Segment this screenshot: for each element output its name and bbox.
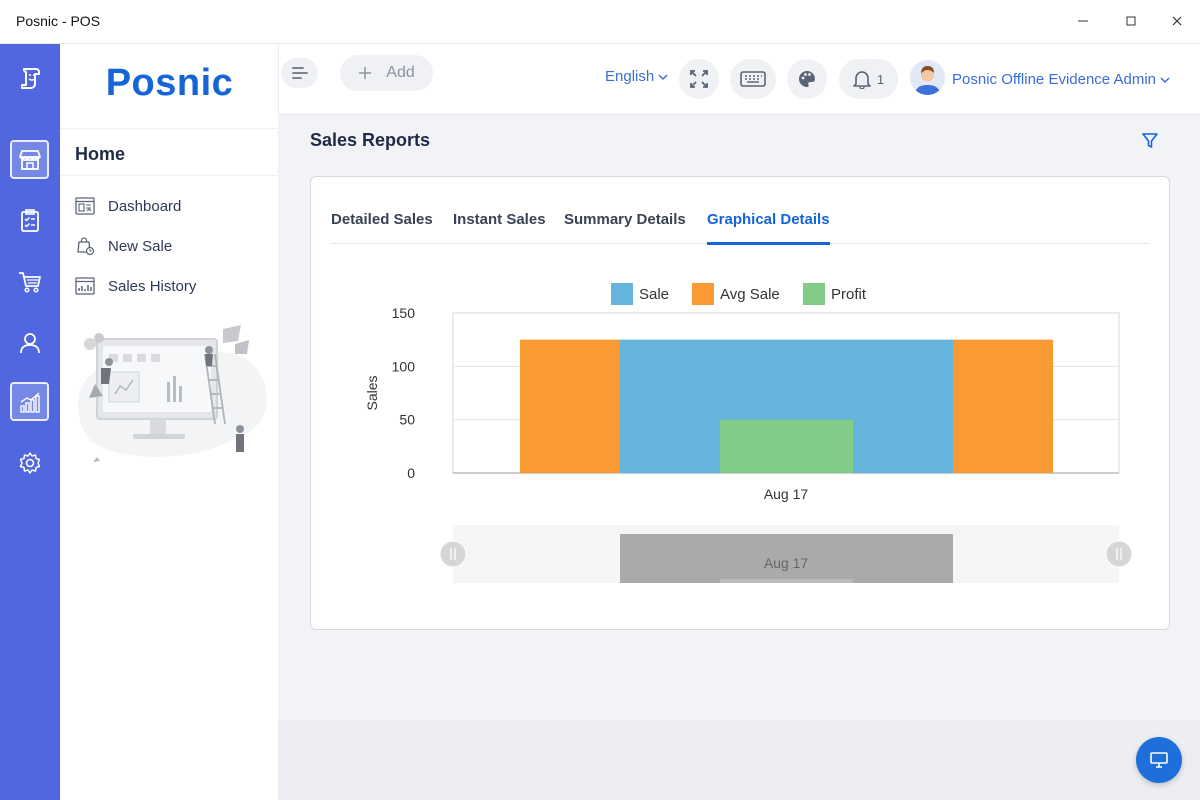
dashboard-icon: [75, 196, 95, 216]
sidebar-item-label: Dashboard: [108, 197, 182, 215]
rail-settings[interactable]: [10, 443, 49, 482]
dashboard-illustration: [78, 325, 267, 462]
add-button[interactable]: Add: [340, 55, 433, 91]
range-slider-window: [620, 534, 953, 583]
sidebar-item-label: New Sale: [108, 237, 173, 255]
fullscreen-button[interactable]: [679, 59, 719, 99]
menu-lines-icon: [291, 67, 308, 79]
sidebar-item-label: Sales History: [108, 277, 197, 295]
icon-rail: [0, 44, 60, 800]
user-avatar-icon: [910, 60, 945, 95]
range-slider-handle[interactable]: [1105, 540, 1133, 568]
monitor-icon: [1150, 752, 1168, 768]
sidebar-item-sales-history[interactable]: Sales History: [75, 274, 196, 298]
avatar[interactable]: [910, 60, 945, 95]
minimize-icon: [1078, 20, 1088, 22]
footer-area: [279, 720, 1200, 800]
bar-profit: [720, 419, 853, 473]
notification-count: 1: [876, 71, 885, 87]
menu-toggle-button[interactable]: [281, 58, 318, 88]
notifications-button[interactable]: 1: [839, 59, 898, 99]
rail-cart[interactable]: [10, 262, 49, 301]
sales-history-icon: [75, 276, 95, 296]
legend-label: Avg Sale: [720, 286, 780, 303]
brand-logo[interactable]: Posnic: [105, 62, 234, 104]
chevron-down-icon: [658, 74, 668, 81]
legend-swatch: [611, 283, 633, 305]
tab-instant-sales[interactable]: Instant Sales: [453, 211, 546, 228]
rail-reports[interactable]: [10, 382, 49, 421]
new-sale-icon: [75, 236, 95, 256]
fullscreen-icon: [690, 70, 708, 88]
range-slider-handle[interactable]: [439, 540, 467, 568]
language-label: English: [605, 68, 655, 85]
rail-clipboard[interactable]: [10, 201, 49, 240]
bell-icon: [853, 71, 871, 89]
close-icon: [1172, 16, 1182, 26]
palette-icon: [799, 71, 816, 87]
clipboard-icon: [20, 208, 39, 232]
maximize-icon: [1126, 16, 1136, 26]
sidebar-item-new-sale[interactable]: New Sale: [75, 234, 172, 258]
top-header: Add English 1 Posnic Offline Evidence Ad…: [279, 44, 1200, 115]
maximize-button[interactable]: [1116, 8, 1146, 36]
y-axis-label: Sales: [364, 375, 380, 410]
legend-label: Profit: [831, 286, 867, 303]
theme-button[interactable]: [787, 59, 827, 99]
close-button[interactable]: [1162, 8, 1192, 36]
minimize-button[interactable]: [1068, 8, 1098, 36]
rail-user[interactable]: [10, 323, 49, 362]
user-menu[interactable]: Posnic Offline Evidence Admin: [952, 71, 1170, 88]
tab-detailed-sales[interactable]: Detailed Sales: [331, 211, 433, 228]
section-title: Home: [75, 144, 126, 164]
sales-chart: 0 50 100 150 Sales Aug 17 Sale Avg Sale Profit Au…: [364, 283, 1133, 583]
side-menu: Posnic Home Dashboard New Sale Sales His…: [60, 44, 279, 800]
title-bar: Posnic - POS: [0, 0, 1200, 44]
user-name-label: Posnic Offline Evidence Admin: [952, 71, 1157, 88]
tab-summary-details[interactable]: Summary Details: [564, 211, 686, 228]
y-tick-label: 0: [407, 465, 415, 481]
language-select[interactable]: English: [605, 68, 668, 85]
legend-label: Sale: [639, 286, 669, 303]
bar-avg-sale: [520, 339, 620, 473]
logo-button[interactable]: [10, 58, 49, 97]
cart-icon: [18, 271, 41, 293]
plus-icon: [359, 67, 372, 79]
range-slider-profit-preview: [720, 579, 853, 583]
rail-store[interactable]: [10, 140, 49, 179]
y-tick-label: 50: [399, 412, 415, 428]
page-title: Sales Reports: [310, 130, 431, 150]
chevron-down-icon: [1160, 77, 1170, 84]
logo-icon: [20, 67, 40, 89]
keyboard-icon: [740, 71, 766, 87]
keyboard-button[interactable]: [730, 59, 776, 99]
sidebar-item-dashboard[interactable]: Dashboard: [75, 194, 181, 218]
report-tabs: Detailed Sales Instant Sales Summary Det…: [331, 209, 1149, 245]
reports-icon: [19, 391, 40, 413]
window-title: Posnic - POS: [16, 13, 101, 29]
y-tick-label: 100: [392, 358, 416, 374]
add-button-label: Add: [386, 64, 415, 81]
settings-icon: [19, 451, 40, 474]
filter-icon[interactable]: [1141, 132, 1159, 150]
section-header: Home: [60, 128, 279, 176]
y-tick-label: 150: [392, 305, 416, 321]
pos-floating-button[interactable]: [1136, 737, 1182, 783]
bar-avg-sale: [953, 339, 1053, 473]
legend-swatch: [692, 283, 714, 305]
report-card: Detailed Sales Instant Sales Summary Det…: [310, 176, 1170, 630]
x-tick-label: Aug 17: [764, 486, 809, 502]
range-slider-label: Aug 17: [764, 555, 809, 571]
user-icon: [19, 332, 40, 353]
store-icon: [18, 149, 41, 170]
legend-swatch: [803, 283, 825, 305]
tab-graphical-details[interactable]: Graphical Details: [707, 211, 830, 245]
